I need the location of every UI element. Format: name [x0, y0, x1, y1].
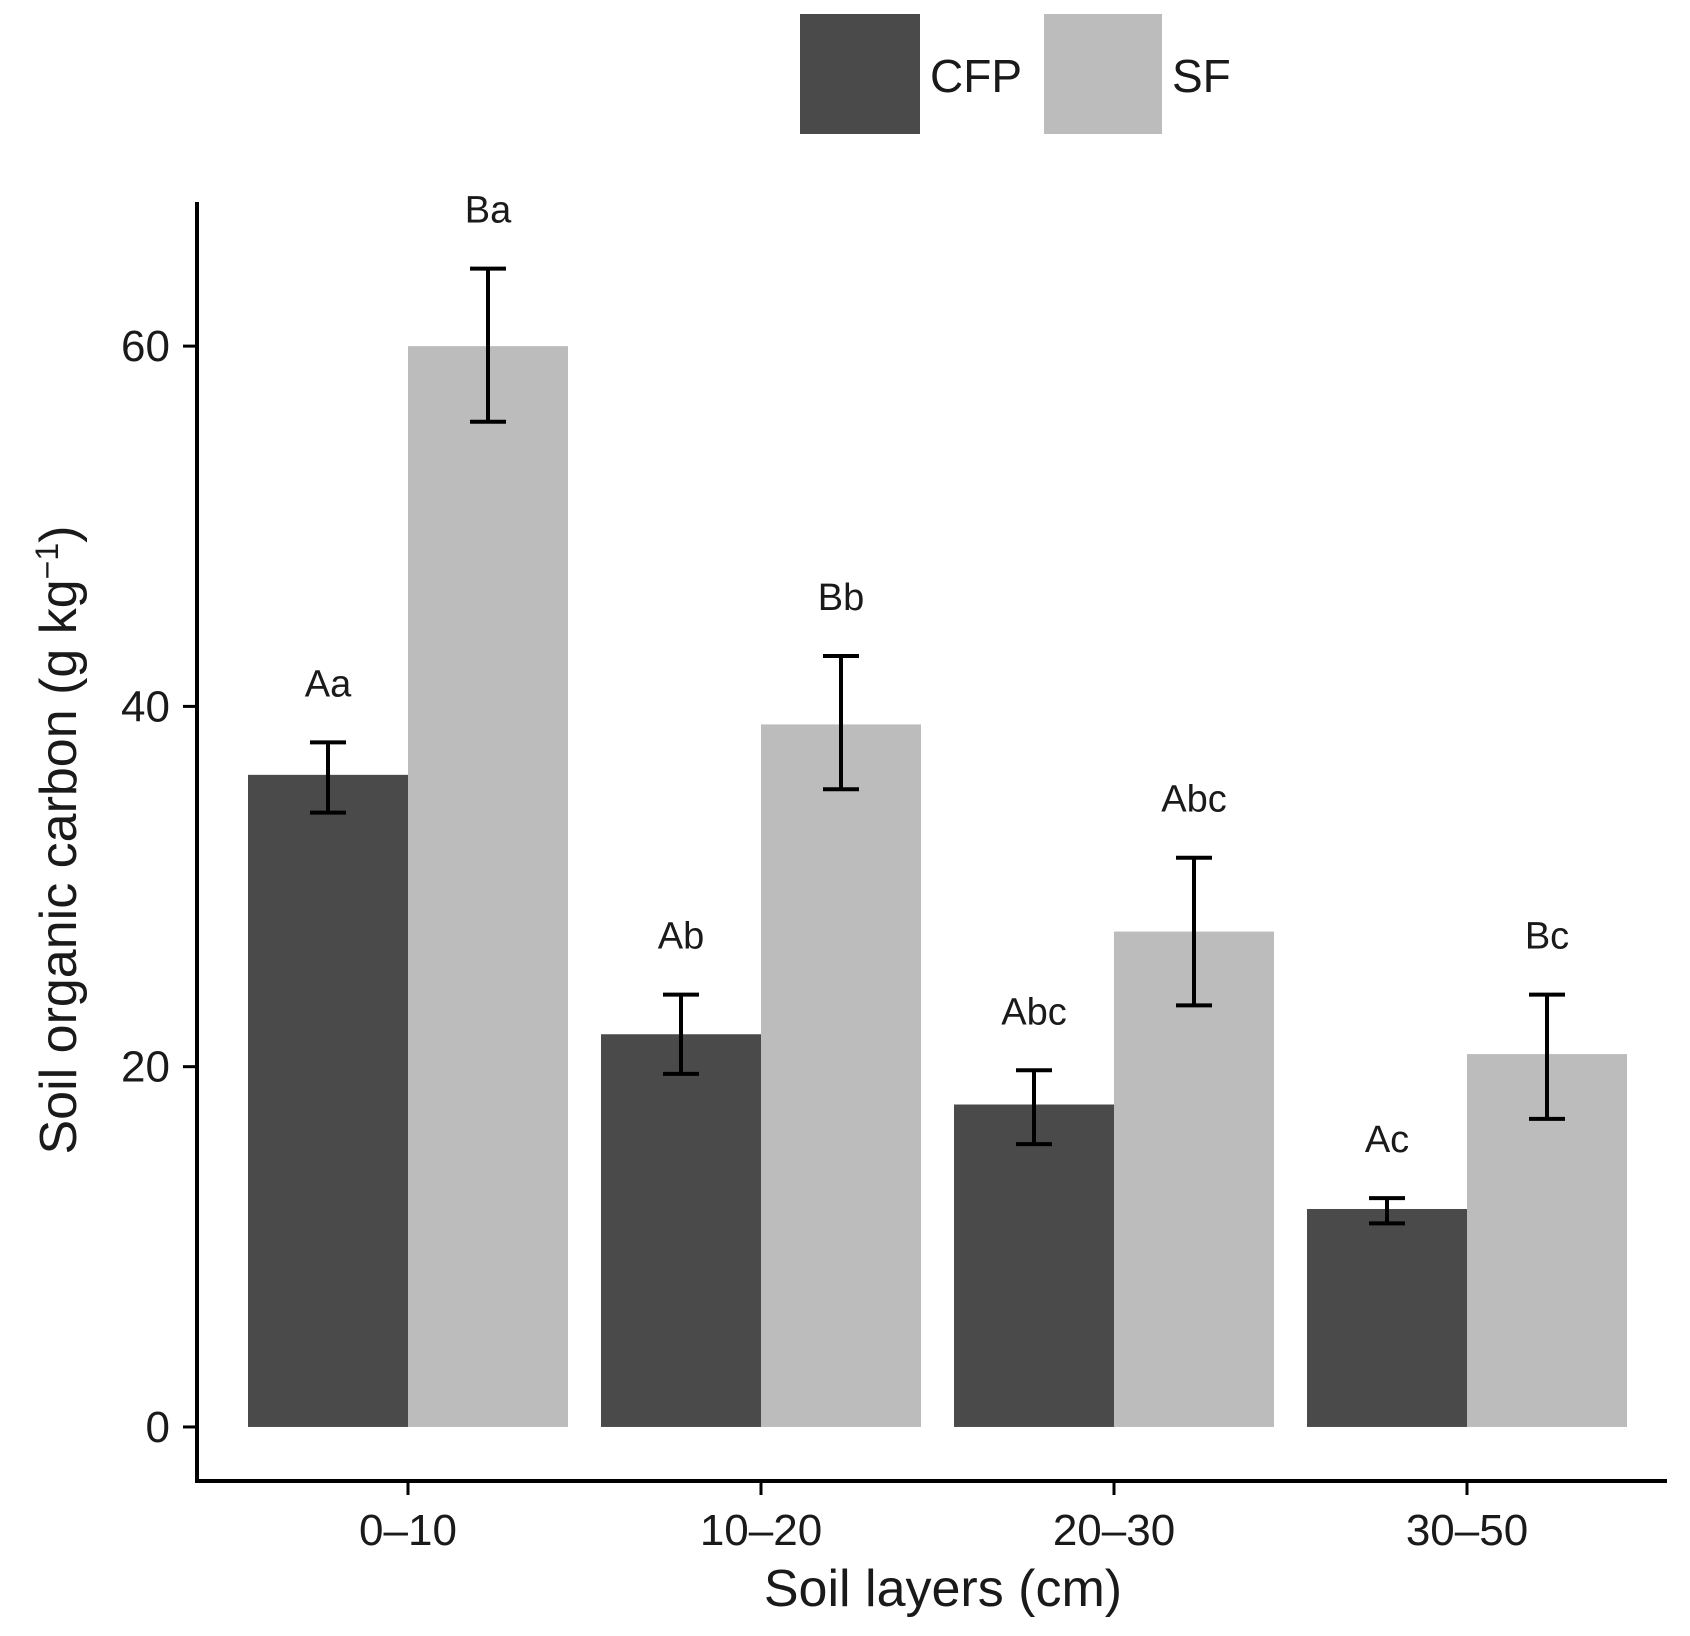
- y-axis-title: Soil organic carbon (g kg−1): [29, 525, 88, 1154]
- bar-sf-0: [408, 346, 568, 1427]
- bar-cfp-0: [248, 774, 408, 1427]
- x-axis-ticks: 0–10 10–20 20–30 30–50: [359, 1481, 1528, 1555]
- y-tick-label: 0: [146, 1403, 170, 1452]
- x-tick-label: 10–20: [700, 1506, 822, 1555]
- bar-cfp-2: [954, 1104, 1114, 1427]
- error-bar-sf-1: [823, 653, 859, 792]
- error-bar-cfp-1: [663, 992, 699, 1076]
- x-axis-title: Soil layers (cm): [764, 1560, 1122, 1618]
- significance-label-cfp-0: Aa: [305, 663, 352, 705]
- y-tick-label: 40: [121, 682, 170, 731]
- error-bar-sf-2: [1176, 855, 1212, 1008]
- bar-sf-1: [761, 724, 921, 1427]
- significance-label-sf-1: Bb: [818, 577, 864, 619]
- legend: CFP SF: [800, 14, 1231, 134]
- error-bar-cfp-2: [1016, 1068, 1052, 1147]
- significance-label-cfp-1: Ab: [658, 916, 704, 958]
- significance-labels-layer: Aa Ab Abc Ac Ba Bb Abc Bc: [305, 190, 1569, 1162]
- y-axis-title-close: ): [30, 525, 88, 542]
- significance-label-sf-3: Bc: [1525, 916, 1569, 958]
- y-axis-title-sup: −1: [29, 543, 65, 579]
- legend-swatch-sf: [1044, 14, 1162, 134]
- legend-swatch-cfp: [800, 14, 920, 134]
- bar-cfp-1: [601, 1034, 761, 1427]
- y-tick-label: 20: [121, 1043, 170, 1092]
- legend-label-sf: SF: [1172, 50, 1231, 102]
- bar-sf-2: [1114, 931, 1274, 1427]
- y-axis-ticks: 0 20 40 60: [121, 322, 197, 1452]
- significance-label-sf-0: Ba: [465, 190, 512, 232]
- significance-label-cfp-3: Ac: [1365, 1119, 1409, 1161]
- error-bar-sf-0: [470, 266, 506, 424]
- error-bar-cfp-3: [1369, 1196, 1405, 1226]
- bars-layer: [248, 346, 1627, 1427]
- bar-cfp-3: [1307, 1208, 1467, 1427]
- y-axis-title-main: Soil organic carbon (g kg: [30, 579, 88, 1154]
- significance-label-sf-2: Abc: [1161, 779, 1226, 821]
- x-tick-label: 20–30: [1053, 1506, 1175, 1555]
- significance-label-cfp-2: Abc: [1001, 991, 1066, 1033]
- error-bar-cfp-0: [310, 740, 346, 815]
- error-bar-sf-3: [1529, 992, 1565, 1121]
- legend-label-cfp: CFP: [930, 50, 1022, 102]
- x-tick-label: 0–10: [359, 1506, 457, 1555]
- error-bars-layer: [310, 266, 1565, 1226]
- y-tick-label: 60: [121, 322, 170, 371]
- x-tick-label: 30–50: [1406, 1506, 1528, 1555]
